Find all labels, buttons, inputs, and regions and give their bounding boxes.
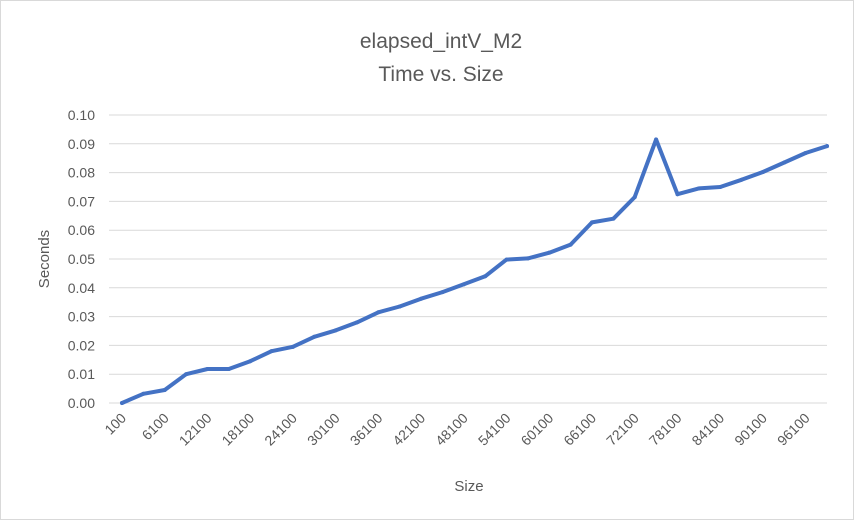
- x-tick-label: 78100: [646, 410, 685, 449]
- y-tick-label: 0.00: [68, 395, 95, 411]
- data-point: [632, 195, 637, 200]
- y-tick-label: 0.09: [68, 136, 95, 152]
- data-point: [654, 137, 659, 142]
- data-point: [205, 367, 210, 372]
- x-tick-label: 24100: [261, 410, 300, 449]
- data-point: [248, 359, 253, 364]
- chart-title: elapsed_intV_M2: [360, 30, 522, 53]
- data-point: [461, 282, 466, 287]
- data-point: [825, 144, 829, 149]
- y-axis-title: Seconds: [36, 230, 53, 288]
- data-point: [547, 250, 552, 255]
- data-point: [269, 349, 274, 354]
- data-point: [333, 328, 338, 333]
- x-tick-label: 36100: [347, 410, 386, 449]
- y-axis-ticks: 0.00 0.01 0.02 0.03 0.04 0.05 0.06 0.07 0.08 0.09…: [68, 107, 95, 411]
- data-point: [504, 257, 509, 262]
- series-layer: [120, 137, 829, 405]
- data-point: [611, 216, 616, 221]
- data-point: [419, 296, 424, 301]
- gridlines: [109, 114, 827, 404]
- data-point: [718, 185, 723, 189]
- data-point: [590, 220, 594, 225]
- data-point: [290, 344, 295, 349]
- data-point: [525, 256, 530, 261]
- x-axis-ticks: 100 6100 12100 18100 24100 30100 36100 42100 481…: [101, 410, 813, 449]
- y-tick-label: 0.03: [68, 309, 95, 325]
- data-point: [696, 186, 701, 191]
- x-tick-label: 48100: [432, 410, 471, 449]
- data-point: [376, 310, 381, 315]
- series-line: [120, 137, 829, 405]
- data-point: [355, 320, 359, 325]
- x-tick-label: 60100: [518, 410, 557, 449]
- x-tick-label: 18100: [218, 410, 257, 449]
- data-point: [739, 177, 744, 182]
- y-tick-label: 0.05: [68, 251, 95, 267]
- data-point: [782, 160, 787, 165]
- data-point: [162, 388, 167, 393]
- x-tick-label: 54100: [475, 410, 514, 449]
- x-tick-label: 30100: [304, 410, 343, 449]
- data-point: [675, 192, 680, 197]
- x-tick-label: 42100: [389, 410, 428, 449]
- data-point: [397, 304, 402, 309]
- x-tick-label: 12100: [176, 410, 215, 449]
- x-tick-label: 90100: [731, 410, 770, 449]
- x-tick-label: 100: [101, 410, 129, 438]
- x-tick-label: 72100: [603, 410, 642, 449]
- data-point: [803, 151, 808, 156]
- data-point: [568, 242, 573, 247]
- y-tick-label: 0.10: [68, 107, 95, 123]
- data-point: [120, 401, 124, 405]
- x-tick-label: 66100: [560, 410, 599, 449]
- x-tick-label: 6100: [139, 410, 172, 443]
- y-tick-label: 0.08: [68, 165, 95, 181]
- data-point: [483, 274, 488, 279]
- y-tick-label: 0.06: [68, 222, 95, 238]
- y-tick-label: 0.07: [68, 193, 95, 209]
- data-point: [440, 290, 445, 295]
- x-axis-title: Size: [454, 478, 483, 495]
- chart-subtitle: Time vs. Size: [378, 63, 503, 86]
- x-tick-label: 84100: [688, 410, 727, 449]
- data-point: [141, 391, 146, 396]
- data-point: [312, 334, 317, 339]
- y-tick-label: 0.02: [68, 337, 95, 353]
- y-tick-label: 0.01: [68, 366, 95, 382]
- data-point: [226, 367, 231, 372]
- y-tick-label: 0.04: [68, 280, 95, 296]
- data-point: [184, 372, 189, 377]
- x-tick-label: 96100: [774, 410, 813, 449]
- data-point: [760, 170, 765, 175]
